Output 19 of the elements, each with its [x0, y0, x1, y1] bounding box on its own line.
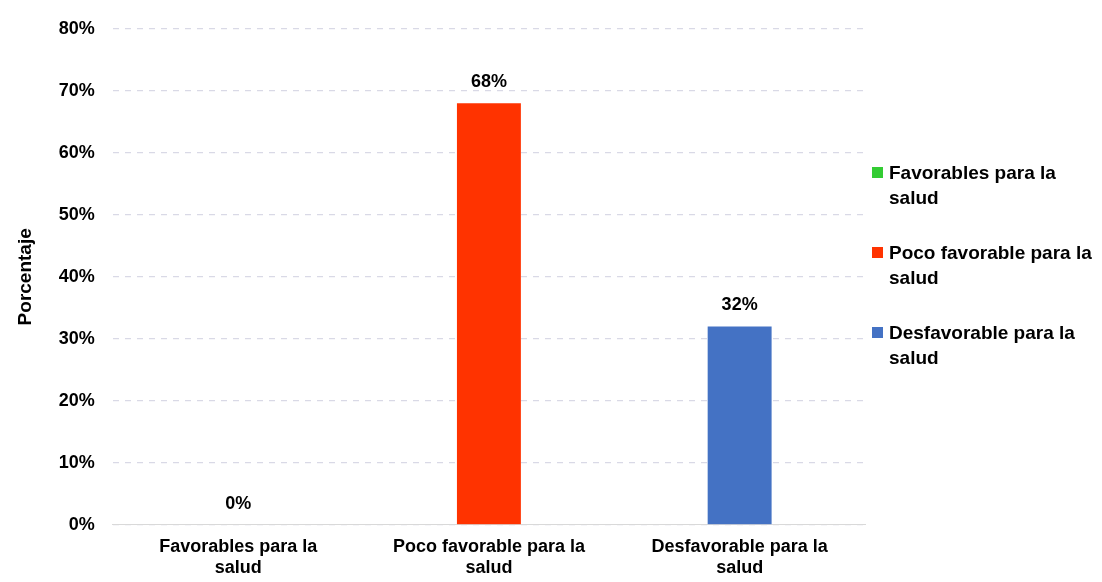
y-tick-label: 30%: [58, 327, 95, 348]
y-tick-label: 20%: [58, 389, 95, 410]
data-label: 68%: [470, 71, 507, 92]
x-tick-label: Favorables para la salud: [159, 535, 319, 578]
data-label: 0%: [225, 492, 252, 513]
x-tick-label: Desfavorable para la salud: [651, 535, 829, 578]
legend-label: Poco favorable para la salud: [889, 241, 1093, 290]
y-tick-label: 50%: [58, 203, 95, 224]
y-tick-label: 40%: [58, 265, 95, 286]
y-tick-label: 70%: [58, 79, 95, 100]
y-tick-label: 80%: [58, 17, 95, 38]
legend-label: Desfavorable para la salud: [889, 321, 1076, 370]
y-tick-label: 0%: [68, 513, 95, 534]
y-axis-title: Porcentaje: [13, 228, 35, 326]
y-tick-label: 60%: [58, 141, 95, 162]
y-tick-label: 10%: [58, 451, 95, 472]
x-tick-label: Poco favorable para la salud: [392, 535, 586, 578]
data-label: 32%: [721, 294, 758, 315]
legend-label: Favorables para la salud: [889, 161, 1057, 210]
